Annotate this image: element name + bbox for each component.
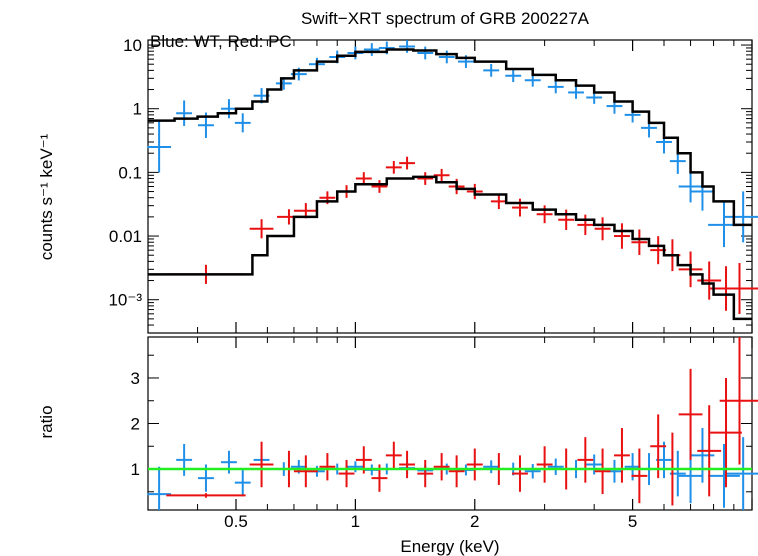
spectrum-y-tick-label: 0.01 [109,227,142,246]
ratio-y-tick-label: 3 [131,369,140,388]
spectrum-y-tick-label: 10⁻³ [108,291,142,310]
y-axis-label-ratio: ratio [37,405,56,438]
x-tick-label: 2 [470,512,479,531]
x-tick-label: 0.5 [224,512,248,531]
spectrum-panel: 10 1 0.1 0.01 10⁻³ [108,36,758,334]
chart-title: Swift−XRT spectrum of GRB 200227A [301,9,590,28]
spectrum-y-tick-label: 1 [133,100,142,119]
x-axis-label: Energy (keV) [400,537,499,556]
spectrum-y-tick-label: 0.1 [118,163,142,182]
y-axis-label-spectrum: counts s⁻¹ keV⁻¹ [37,133,56,260]
wt-model-line [148,48,752,227]
ratio-y-tick-label: 1 [131,460,140,479]
ratio-y-tick-label: 2 [131,415,140,434]
ratio-panel: 0.5 1 2 5 1 2 3 [131,336,758,531]
spectrum-y-tick-label: 10 [123,36,142,55]
x-tick-label: 5 [628,512,637,531]
pc-model-line [148,175,752,321]
x-tick-label: 1 [351,512,360,531]
chart-subtitle: Blue: WT, Red: PC [150,32,292,51]
